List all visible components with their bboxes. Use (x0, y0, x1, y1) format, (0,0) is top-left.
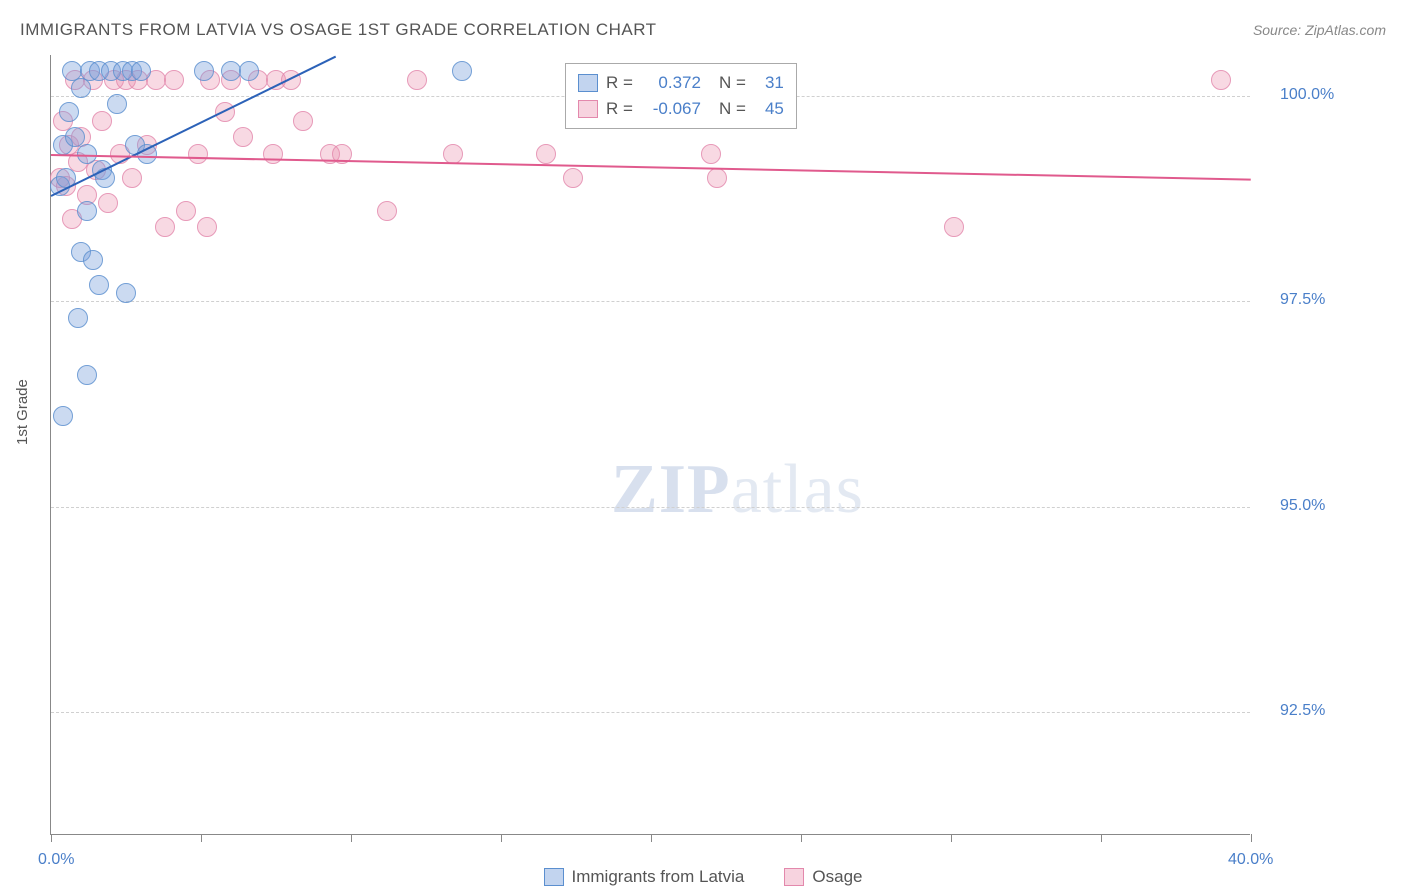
series2-point (293, 111, 313, 131)
watermark-zip: ZIP (611, 451, 731, 528)
series2-point (407, 70, 427, 90)
stats-legend: R = 0.372 N = 31 R = -0.067 N = 45 (565, 63, 797, 129)
series1-point (59, 102, 79, 122)
legend-item: Osage (784, 867, 862, 887)
series2-point (536, 144, 556, 164)
series2-point (701, 144, 721, 164)
legend-item: Immigrants from Latvia (544, 867, 745, 887)
series1-point (221, 61, 241, 81)
series1-point (194, 61, 214, 81)
y-axis-label: 1st Grade (14, 379, 31, 445)
stat-n-label: N = (719, 99, 746, 119)
stat-n-label: N = (719, 73, 746, 93)
series2-point (122, 168, 142, 188)
legend-swatch (544, 868, 564, 886)
y-tick-label: 100.0% (1280, 86, 1334, 104)
stat-n-value: 31 (754, 73, 784, 93)
series2-point (164, 70, 184, 90)
series2-point (98, 193, 118, 213)
x-tick (1101, 834, 1102, 842)
stats-row: R = 0.372 N = 31 (578, 70, 784, 96)
series2-point (155, 217, 175, 237)
chart-title: IMMIGRANTS FROM LATVIA VS OSAGE 1ST GRAD… (20, 20, 657, 40)
x-tick (951, 834, 952, 842)
series1-point (83, 250, 103, 270)
series1-point (77, 365, 97, 385)
series1-point (107, 94, 127, 114)
series1-point (131, 61, 151, 81)
stat-r-label: R = (606, 73, 633, 93)
stat-r-label: R = (606, 99, 633, 119)
series2-point (563, 168, 583, 188)
legend-label: Osage (812, 867, 862, 887)
y-tick-label: 92.5% (1280, 702, 1325, 720)
x-tick (501, 834, 502, 842)
stat-r-value: -0.067 (641, 99, 701, 119)
legend-swatch (578, 100, 598, 118)
x-tick (651, 834, 652, 842)
series2-point (197, 217, 217, 237)
series1-point (116, 283, 136, 303)
series1-point (452, 61, 472, 81)
x-tick (51, 834, 52, 842)
legend-swatch (578, 74, 598, 92)
series2-point (707, 168, 727, 188)
watermark: ZIPatlas (611, 450, 864, 530)
bottom-legend: Immigrants from Latvia Osage (0, 867, 1406, 887)
stat-r-value: 0.372 (641, 73, 701, 93)
series2-point (176, 201, 196, 221)
x-tick-label: 40.0% (1228, 851, 1273, 869)
x-tick (351, 834, 352, 842)
gridline (51, 712, 1250, 713)
stat-n-value: 45 (754, 99, 784, 119)
series2-point (92, 111, 112, 131)
x-tick-label: 0.0% (38, 851, 74, 869)
series2-point (377, 201, 397, 221)
x-tick (201, 834, 202, 842)
series2-point (188, 144, 208, 164)
x-tick (1251, 834, 1252, 842)
gridline (51, 301, 1250, 302)
series1-point (77, 201, 97, 221)
gridline (51, 507, 1250, 508)
y-tick-label: 95.0% (1280, 497, 1325, 515)
y-tick-label: 97.5% (1280, 291, 1325, 309)
legend-swatch (784, 868, 804, 886)
stats-row: R = -0.067 N = 45 (578, 96, 784, 122)
legend-label: Immigrants from Latvia (572, 867, 745, 887)
series1-point (239, 61, 259, 81)
series1-point (68, 308, 88, 328)
chart-container: IMMIGRANTS FROM LATVIA VS OSAGE 1ST GRAD… (0, 0, 1406, 892)
series2-point (944, 217, 964, 237)
watermark-atlas: atlas (731, 451, 864, 528)
series1-point (77, 144, 97, 164)
series2-point (233, 127, 253, 147)
series1-point (53, 406, 73, 426)
plot-area: ZIPatlas (50, 55, 1250, 835)
series1-point (89, 275, 109, 295)
series2-trendline (51, 154, 1251, 181)
series2-point (443, 144, 463, 164)
chart-source: Source: ZipAtlas.com (1253, 22, 1386, 38)
series2-point (1211, 70, 1231, 90)
x-tick (801, 834, 802, 842)
